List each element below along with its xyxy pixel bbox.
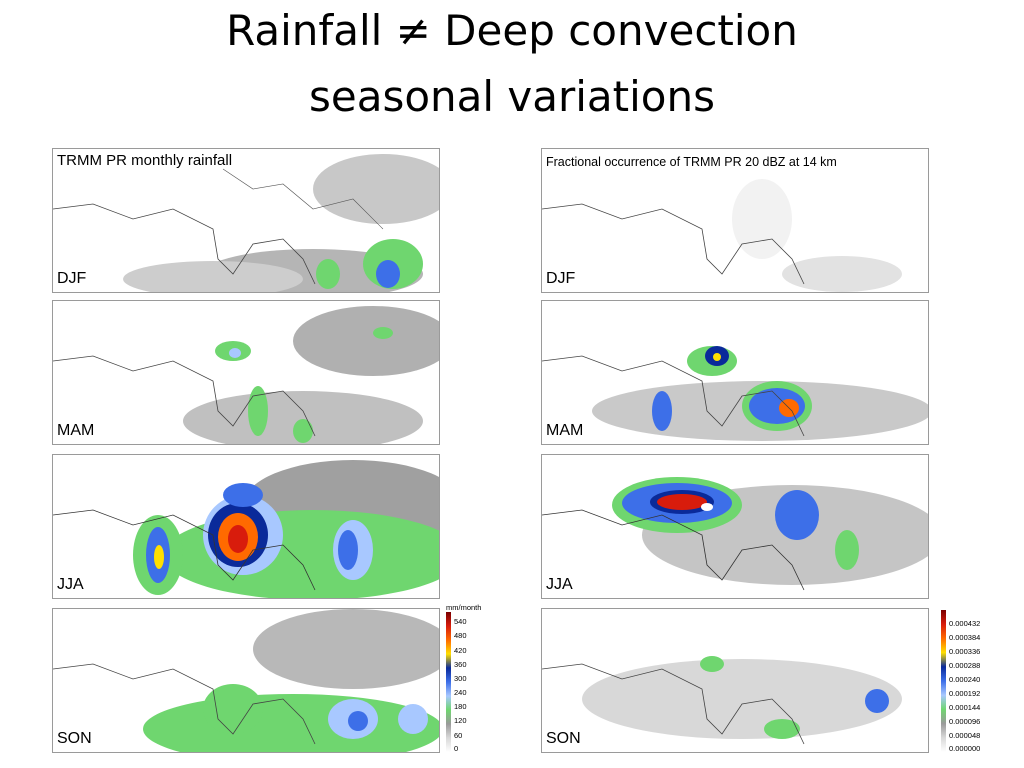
colorbar-unit: mm/month bbox=[446, 603, 482, 612]
colorbar-tick: 0.000432 bbox=[949, 619, 981, 628]
convection-colorbar: 0.000432 0.000384 0.000336 0.000288 0.00… bbox=[941, 608, 1001, 753]
colorbar-tick: 480 bbox=[454, 631, 467, 640]
colorbar-tick: 0.000192 bbox=[949, 689, 981, 698]
slide-title-line2: seasonal variations bbox=[308, 72, 715, 121]
rainfall-map-jja: JJA bbox=[52, 454, 440, 599]
convection-map-jja: JJA bbox=[541, 454, 929, 599]
colorbar-tick: 0.000288 bbox=[949, 661, 981, 670]
rainfall-map-djf: TRMM PR monthly rainfall DJF bbox=[52, 148, 440, 293]
colorbar-tick: 60 bbox=[454, 731, 463, 740]
colorbar-tick: 240 bbox=[454, 688, 467, 697]
rainfall-colorbar: mm/month 540 480 420 360 300 240 180 120… bbox=[446, 603, 496, 753]
rainfall-mam-field bbox=[53, 306, 439, 444]
convection-mam-field bbox=[542, 346, 928, 441]
convection-jja-field bbox=[542, 477, 928, 591]
convection-son-field bbox=[542, 656, 902, 745]
colorbar-tick: 300 bbox=[454, 674, 467, 683]
colorbar-tick: 180 bbox=[454, 702, 467, 711]
season-label: SON bbox=[546, 730, 581, 747]
colorbar-tick: 0.000048 bbox=[949, 731, 981, 740]
colorbar-gradient bbox=[941, 610, 946, 752]
colorbar-tick: 0.000000 bbox=[949, 744, 981, 753]
rainfall-jja-field bbox=[53, 460, 439, 598]
colorbar-tick: 0.000384 bbox=[949, 633, 981, 642]
colorbar-tick: 0.000096 bbox=[949, 717, 981, 726]
rainfall-map-son: SON bbox=[52, 608, 440, 753]
convection-map-mam: MAM bbox=[541, 300, 929, 445]
convection-map-djf: Fractional occurrence of TRMM PR 20 dBZ … bbox=[541, 148, 929, 293]
convection-panel-title: Fractional occurrence of TRMM PR 20 dBZ … bbox=[546, 155, 837, 169]
colorbar-gradient bbox=[446, 612, 451, 752]
season-label: JJA bbox=[57, 576, 84, 593]
convection-map-son: SON bbox=[541, 608, 929, 753]
rainfall-panel-title: TRMM PR monthly rainfall bbox=[57, 152, 233, 169]
rainfall-djf-field bbox=[53, 154, 439, 292]
season-label: MAM bbox=[546, 422, 584, 439]
colorbar-tick: 0 bbox=[454, 744, 459, 753]
rainfall-map-mam: MAM bbox=[52, 300, 440, 445]
season-label: MAM bbox=[57, 422, 95, 439]
season-label: DJF bbox=[57, 270, 87, 287]
rainfall-son-field bbox=[53, 609, 439, 752]
season-label: JJA bbox=[546, 576, 573, 593]
colorbar-tick: 120 bbox=[454, 716, 467, 725]
colorbar-tick: 360 bbox=[454, 660, 467, 669]
slide-title-line1: Rainfall ≠ Deep convection bbox=[226, 6, 798, 55]
colorbar-tick: 0.000336 bbox=[949, 647, 981, 656]
colorbar-tick: 0.000144 bbox=[949, 703, 981, 712]
convection-djf-field bbox=[542, 179, 902, 292]
season-label: SON bbox=[57, 730, 92, 747]
season-label: DJF bbox=[546, 270, 576, 287]
colorbar-tick: 420 bbox=[454, 646, 467, 655]
colorbar-tick: 540 bbox=[454, 617, 467, 626]
colorbar-tick: 0.000240 bbox=[949, 675, 981, 684]
